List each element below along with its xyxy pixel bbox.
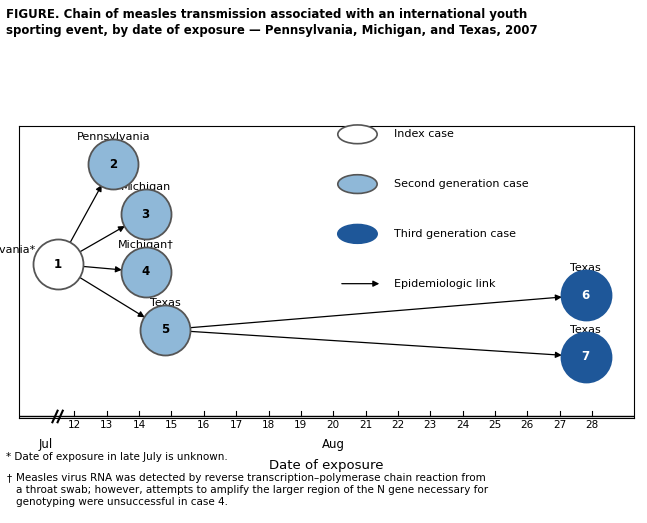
Text: 26: 26: [521, 420, 534, 430]
Text: Michigan†: Michigan†: [118, 240, 173, 250]
Text: 27: 27: [553, 420, 566, 430]
Text: 23: 23: [424, 420, 437, 430]
Text: Pennsylvania*: Pennsylvania*: [0, 245, 36, 255]
Point: [108, 160, 118, 168]
Text: Aug: Aug: [322, 438, 345, 451]
Text: 2: 2: [109, 157, 117, 170]
Text: 5: 5: [161, 323, 169, 336]
Text: Epidemiologic link: Epidemiologic link: [394, 279, 496, 289]
Text: 28: 28: [586, 420, 598, 430]
Text: 14: 14: [133, 420, 146, 430]
Text: Index case: Index case: [394, 129, 454, 139]
Text: 15: 15: [165, 420, 178, 430]
Circle shape: [338, 224, 377, 243]
Text: 6: 6: [582, 289, 589, 302]
Text: 3: 3: [142, 208, 149, 221]
Circle shape: [338, 125, 377, 144]
Text: Jul: Jul: [38, 438, 52, 451]
Text: Texas: Texas: [570, 263, 601, 273]
Text: 4: 4: [142, 266, 149, 278]
Circle shape: [338, 175, 377, 194]
Text: 18: 18: [262, 420, 275, 430]
Text: sporting event, by date of exposure — Pennsylvania, Michigan, and Texas, 2007: sporting event, by date of exposure — Pe…: [6, 24, 538, 37]
Text: Texas: Texas: [570, 325, 601, 335]
Text: 12: 12: [68, 420, 81, 430]
Text: Michigan: Michigan: [120, 182, 171, 192]
Text: 19: 19: [294, 420, 307, 430]
Text: * Date of exposure in late July is unknown.: * Date of exposure in late July is unkno…: [6, 452, 228, 462]
Text: Date of exposure: Date of exposure: [270, 459, 384, 472]
Text: 21: 21: [359, 420, 372, 430]
Text: Second generation case: Second generation case: [394, 179, 529, 189]
Text: 13: 13: [100, 420, 113, 430]
Text: 17: 17: [230, 420, 243, 430]
Text: Texas: Texas: [149, 298, 181, 308]
Point: [140, 210, 151, 218]
Text: †: †: [6, 473, 12, 483]
Point: [140, 268, 151, 276]
Text: 1: 1: [54, 258, 62, 271]
Text: 7: 7: [582, 350, 589, 363]
Text: 16: 16: [197, 420, 210, 430]
Text: Third generation case: Third generation case: [394, 229, 516, 239]
Point: [580, 353, 591, 361]
Point: [160, 326, 170, 334]
Point: [580, 291, 591, 299]
Text: Measles virus RNA was detected by reverse transcription–polymerase chain reactio: Measles virus RNA was detected by revers…: [16, 473, 488, 506]
Text: 20: 20: [327, 420, 340, 430]
Text: Pennsylvania: Pennsylvania: [76, 132, 150, 142]
Text: 25: 25: [488, 420, 501, 430]
Text: 22: 22: [391, 420, 404, 430]
Text: 24: 24: [456, 420, 469, 430]
Point: [53, 260, 63, 268]
Text: FIGURE. Chain of measles transmission associated with an international youth: FIGURE. Chain of measles transmission as…: [6, 8, 528, 21]
